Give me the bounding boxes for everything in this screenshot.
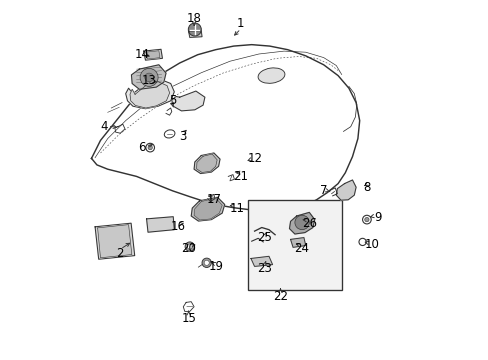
- Polygon shape: [91, 45, 359, 211]
- Circle shape: [204, 260, 209, 265]
- Polygon shape: [98, 225, 132, 258]
- Polygon shape: [336, 180, 355, 200]
- Polygon shape: [289, 212, 314, 234]
- Text: 3: 3: [179, 130, 186, 143]
- Text: 10: 10: [364, 238, 379, 251]
- Text: 26: 26: [301, 217, 316, 230]
- Text: 12: 12: [247, 152, 262, 165]
- Circle shape: [144, 73, 153, 82]
- Ellipse shape: [258, 68, 285, 83]
- Polygon shape: [131, 65, 166, 89]
- Text: 6: 6: [138, 141, 145, 154]
- Polygon shape: [196, 154, 217, 172]
- Text: 22: 22: [272, 291, 287, 303]
- Circle shape: [202, 258, 211, 267]
- Circle shape: [188, 23, 201, 36]
- Text: 24: 24: [294, 242, 309, 255]
- Text: 11: 11: [229, 202, 244, 215]
- Text: 4: 4: [100, 120, 108, 132]
- Text: 5: 5: [168, 94, 176, 107]
- Text: 14: 14: [134, 48, 149, 60]
- Polygon shape: [125, 79, 174, 109]
- Text: 21: 21: [233, 170, 248, 183]
- Polygon shape: [171, 91, 204, 111]
- Polygon shape: [290, 238, 305, 247]
- Circle shape: [294, 215, 309, 230]
- Text: 9: 9: [373, 211, 381, 224]
- Text: 19: 19: [208, 260, 223, 273]
- Text: 8: 8: [363, 181, 370, 194]
- Text: 2: 2: [116, 247, 124, 260]
- Text: 25: 25: [256, 231, 271, 244]
- Polygon shape: [145, 51, 160, 59]
- Circle shape: [185, 242, 194, 251]
- Text: 15: 15: [181, 312, 196, 325]
- Text: 1: 1: [237, 17, 244, 30]
- Polygon shape: [130, 82, 169, 108]
- Text: 7: 7: [319, 184, 327, 197]
- Polygon shape: [95, 223, 134, 259]
- Polygon shape: [188, 31, 202, 37]
- Bar: [247, 200, 341, 290]
- Circle shape: [187, 244, 192, 249]
- Polygon shape: [143, 49, 162, 60]
- Text: 20: 20: [181, 242, 196, 255]
- Text: 13: 13: [142, 75, 156, 87]
- Polygon shape: [191, 197, 224, 221]
- Text: 16: 16: [170, 220, 185, 233]
- Polygon shape: [194, 198, 222, 220]
- Circle shape: [140, 68, 158, 86]
- Polygon shape: [194, 153, 220, 174]
- Polygon shape: [146, 217, 174, 232]
- Text: 18: 18: [186, 12, 201, 24]
- Text: 23: 23: [256, 262, 271, 275]
- Circle shape: [148, 145, 152, 150]
- Circle shape: [364, 217, 368, 222]
- Text: 17: 17: [206, 193, 221, 206]
- Polygon shape: [250, 256, 272, 266]
